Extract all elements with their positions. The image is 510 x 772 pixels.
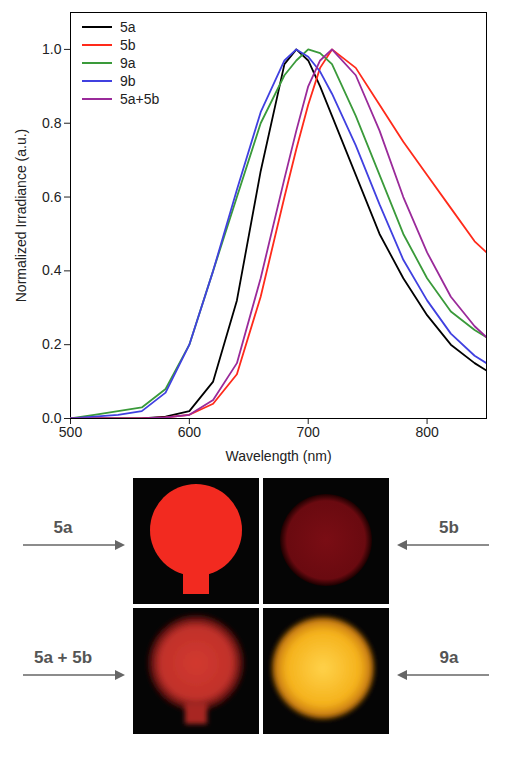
svg-text:9a: 9a — [440, 648, 459, 667]
svg-text:800: 800 — [415, 424, 439, 440]
svg-text:Wavelength (nm): Wavelength (nm) — [225, 448, 331, 464]
svg-text:5b: 5b — [439, 518, 459, 537]
svg-text:5a: 5a — [54, 518, 73, 537]
svg-text:0.4: 0.4 — [42, 262, 62, 278]
html-text:9a: 9a — [120, 55, 136, 71]
html-text:5a: 5a — [120, 19, 136, 35]
svg-text:0.8: 0.8 — [42, 115, 62, 131]
svg-text:5a + 5b: 5a + 5b — [34, 648, 92, 667]
svg-text:700: 700 — [297, 424, 321, 440]
html-text:5a+5b: 5a+5b — [120, 91, 160, 107]
svg-text:0.6: 0.6 — [42, 189, 62, 205]
svg-text:Normalized Irradiance (a.u.): Normalized Irradiance (a.u.) — [13, 129, 29, 303]
svg-text:1.0: 1.0 — [42, 41, 62, 57]
html-text:9b: 9b — [120, 73, 136, 89]
svg-text:600: 600 — [178, 424, 202, 440]
svg-text:0.2: 0.2 — [42, 336, 62, 352]
html-text:5b: 5b — [120, 37, 136, 53]
svg-text:0.0: 0.0 — [42, 410, 62, 426]
svg-text:500: 500 — [59, 424, 83, 440]
